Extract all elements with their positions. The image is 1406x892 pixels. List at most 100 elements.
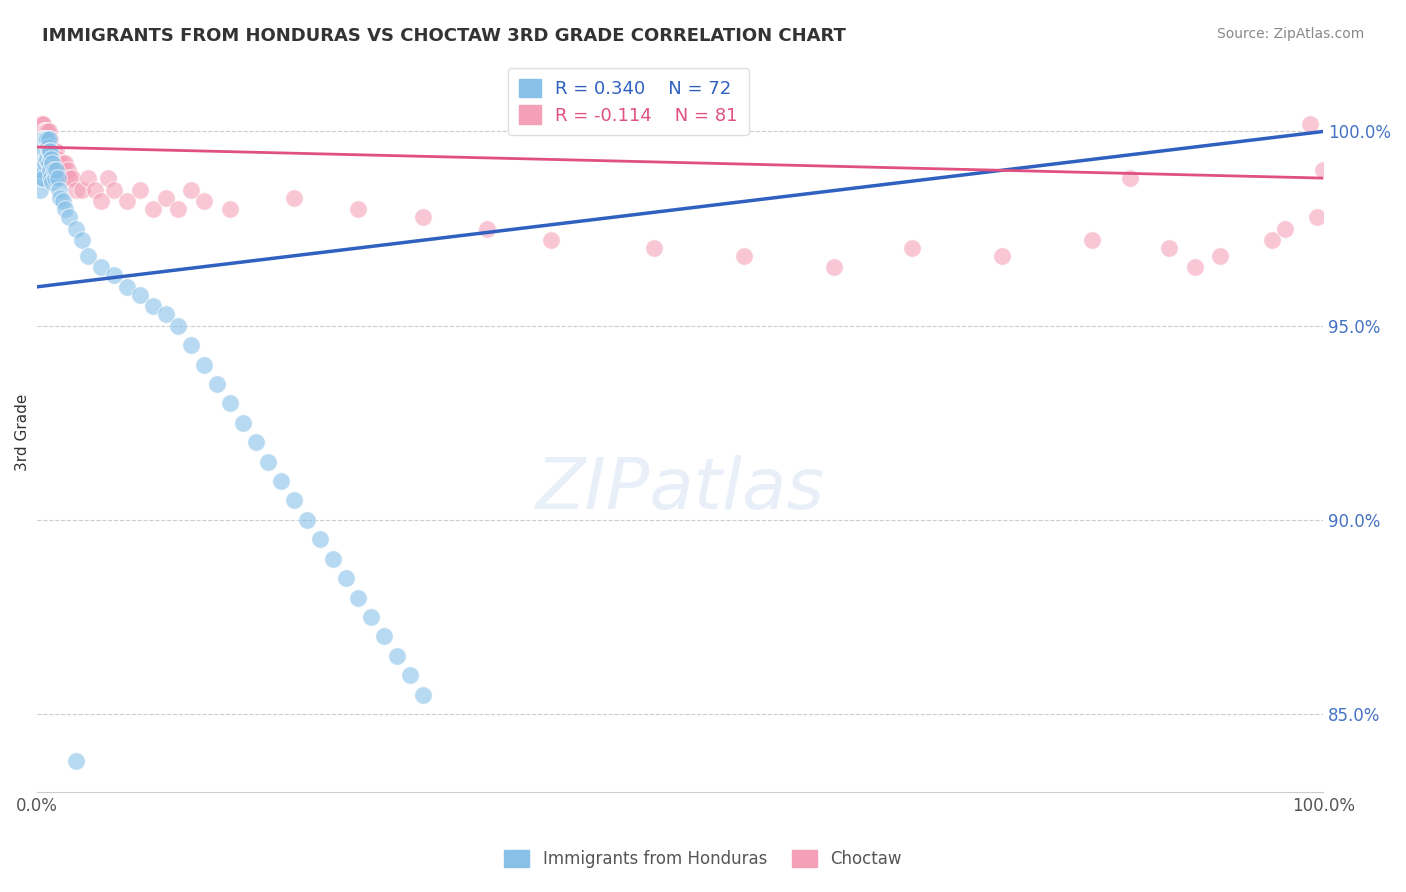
Y-axis label: 3rd Grade: 3rd Grade bbox=[15, 393, 30, 471]
Point bbox=[38, 163, 60, 178]
Point bbox=[32, 132, 55, 146]
Point bbox=[58, 171, 80, 186]
Point bbox=[53, 155, 76, 169]
Point bbox=[31, 132, 53, 146]
Point bbox=[38, 144, 60, 158]
Legend: R = 0.340    N = 72, R = -0.114    N = 81: R = 0.340 N = 72, R = -0.114 N = 81 bbox=[509, 68, 749, 136]
Point bbox=[30, 155, 52, 169]
Point bbox=[309, 533, 332, 547]
Point bbox=[42, 144, 65, 158]
Point bbox=[30, 117, 52, 131]
Point bbox=[399, 668, 422, 682]
Point bbox=[335, 571, 357, 585]
Point bbox=[1299, 117, 1322, 131]
Point bbox=[34, 155, 56, 169]
Point bbox=[34, 132, 56, 146]
Point bbox=[37, 140, 59, 154]
Point bbox=[257, 454, 280, 468]
Point bbox=[1260, 233, 1282, 247]
Point bbox=[37, 152, 59, 166]
Point bbox=[49, 190, 72, 204]
Point bbox=[53, 202, 76, 216]
Point bbox=[142, 202, 165, 216]
Point bbox=[44, 152, 66, 166]
Point bbox=[28, 132, 51, 146]
Point bbox=[35, 124, 58, 138]
Point bbox=[48, 183, 70, 197]
Point bbox=[31, 132, 53, 146]
Point bbox=[45, 163, 67, 178]
Point bbox=[540, 233, 562, 247]
Point bbox=[56, 163, 79, 178]
Point bbox=[990, 249, 1012, 263]
Point bbox=[32, 171, 55, 186]
Point bbox=[30, 124, 52, 138]
Point bbox=[38, 132, 60, 146]
Point bbox=[52, 155, 75, 169]
Point bbox=[42, 163, 65, 178]
Point bbox=[39, 163, 62, 178]
Point bbox=[232, 416, 254, 430]
Point bbox=[39, 171, 62, 186]
Point bbox=[38, 144, 60, 158]
Point bbox=[347, 202, 370, 216]
Point bbox=[45, 163, 67, 178]
Point bbox=[44, 171, 66, 186]
Point bbox=[31, 163, 53, 178]
Point bbox=[360, 610, 382, 624]
Point bbox=[34, 124, 56, 138]
Point bbox=[30, 136, 52, 150]
Point bbox=[41, 152, 63, 166]
Point bbox=[167, 318, 190, 333]
Point bbox=[34, 144, 56, 158]
Point bbox=[32, 144, 55, 158]
Point bbox=[52, 194, 75, 209]
Point bbox=[32, 117, 55, 131]
Point bbox=[27, 163, 49, 178]
Point bbox=[218, 202, 240, 216]
Point bbox=[900, 241, 922, 255]
Point bbox=[35, 132, 58, 146]
Point bbox=[39, 152, 62, 166]
Point bbox=[295, 513, 318, 527]
Point bbox=[31, 124, 53, 138]
Point bbox=[60, 171, 83, 186]
Point bbox=[27, 144, 49, 158]
Point bbox=[283, 493, 305, 508]
Point bbox=[270, 474, 292, 488]
Point bbox=[37, 144, 59, 158]
Point bbox=[37, 124, 59, 138]
Point bbox=[283, 190, 305, 204]
Point bbox=[28, 144, 51, 158]
Point bbox=[70, 183, 93, 197]
Point bbox=[193, 194, 215, 209]
Point bbox=[46, 171, 69, 186]
Point bbox=[180, 338, 202, 352]
Point bbox=[32, 152, 55, 166]
Point bbox=[65, 754, 87, 768]
Point bbox=[205, 376, 228, 391]
Point bbox=[35, 152, 58, 166]
Point bbox=[52, 163, 75, 178]
Point bbox=[90, 260, 112, 275]
Point bbox=[97, 171, 120, 186]
Point bbox=[41, 175, 63, 189]
Point bbox=[42, 163, 65, 178]
Point bbox=[385, 648, 408, 663]
Point bbox=[1305, 210, 1327, 224]
Point bbox=[28, 144, 51, 158]
Point bbox=[28, 155, 51, 169]
Point bbox=[55, 171, 77, 186]
Point bbox=[733, 249, 755, 263]
Point bbox=[1209, 249, 1232, 263]
Point bbox=[49, 155, 72, 169]
Point bbox=[37, 132, 59, 146]
Point bbox=[38, 152, 60, 166]
Point bbox=[218, 396, 240, 410]
Point bbox=[167, 202, 190, 216]
Point bbox=[115, 280, 138, 294]
Text: ZIPatlas: ZIPatlas bbox=[536, 456, 824, 524]
Point bbox=[34, 144, 56, 158]
Legend: Immigrants from Honduras, Choctaw: Immigrants from Honduras, Choctaw bbox=[498, 843, 908, 875]
Point bbox=[34, 124, 56, 138]
